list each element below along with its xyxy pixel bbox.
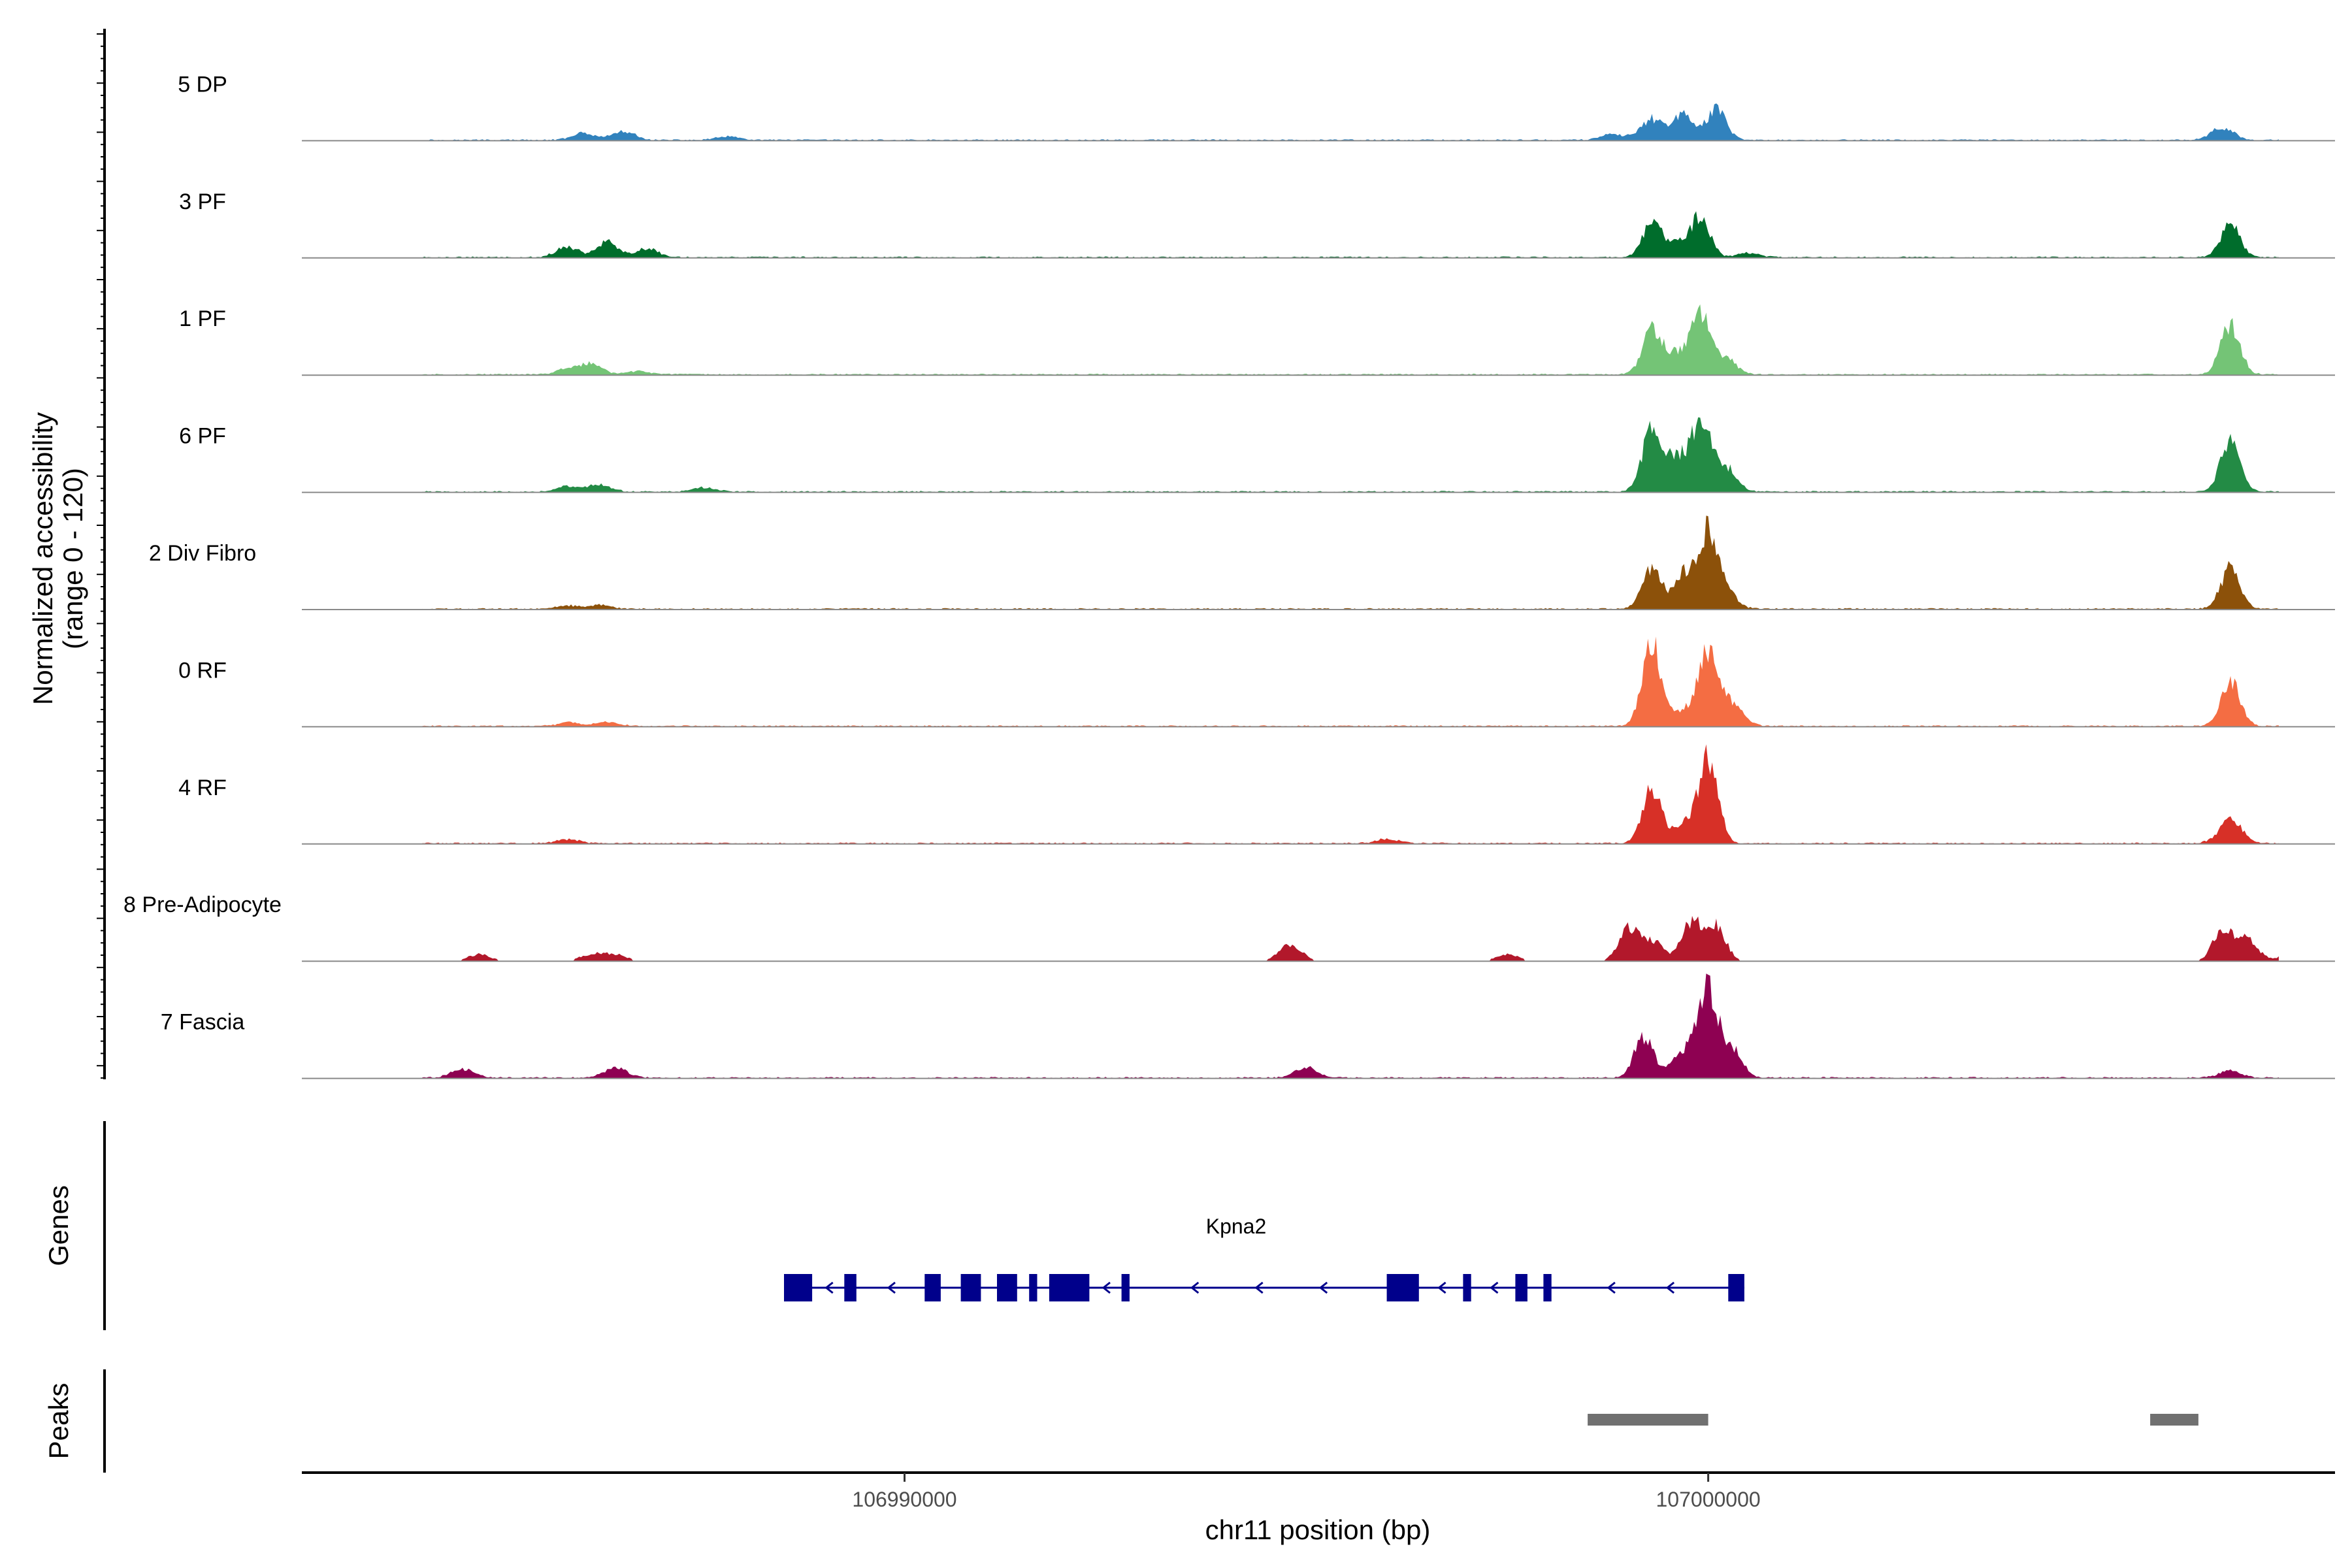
strand-arrow [1190,1281,1200,1294]
gene-exon [924,1274,941,1301]
x-tick-label: 107000000 [1656,1488,1761,1511]
track-3-pf: 3 PF [179,189,2335,259]
gene-name-label: Kpna2 [1206,1215,1267,1238]
track-label: 1 PF [179,306,226,331]
coverage-area [422,915,2279,962]
track-label: 6 PF [179,424,226,449]
gene-exon [1049,1274,1090,1301]
track-8-pre-adipocyte: 8 Pre-Adipocyte [123,892,2335,962]
track-1-pf: 1 PF [179,304,2335,376]
gene-exon [1029,1274,1037,1301]
strand-arrow [1318,1281,1328,1294]
coverage-area [422,211,2279,258]
coverage-tracks: 5 DP 3 PF 1 PF 6 PF 2 Div Fibro 0 RF 4 RF 8 Pre… [123,72,2335,1079]
strand-arrow [887,1281,896,1294]
gene-exon [1386,1274,1419,1301]
x-axis-title: chr11 position (bp) [1205,1514,1431,1545]
gene-exon [1463,1274,1471,1301]
gene-exon [784,1274,813,1301]
track-0-rf: 0 RF [178,636,2335,728]
strand-arrow [1437,1281,1446,1294]
coverage-y-axis [97,29,106,1079]
y-axis-title-line2: (range 0 - 120) [57,468,88,649]
strand-arrow [1254,1281,1264,1294]
peak-region [2150,1414,2198,1426]
gene-exon [1515,1274,1527,1301]
peaks-track-label: Peaks [43,1383,74,1460]
strand-arrow [1490,1281,1499,1294]
track-2-div-fibro: 2 Div Fibro [149,515,2335,610]
track-label: 0 RF [178,658,227,683]
coverage-area [422,103,2279,141]
strand-arrow [825,1281,834,1294]
strand-arrow [1102,1281,1111,1294]
track-label: 5 DP [178,72,227,97]
y-axis-title-line1: Normalized accessibility [27,412,58,705]
x-tick-label: 106990000 [852,1488,956,1511]
peak-regions [1588,1414,2198,1426]
track-7-fascia: 7 Fascia [161,973,2335,1079]
track-label: 3 PF [179,189,226,214]
gene-exon [997,1274,1017,1301]
strand-arrow [1665,1281,1675,1294]
track-label: 4 RF [178,776,227,800]
track-5-dp: 5 DP [178,72,2335,142]
gene-model: Kpna2 [784,1215,1744,1301]
genes-track-label: Genes [43,1185,74,1266]
gene-exon [1543,1274,1552,1301]
gene-exon [1728,1274,1744,1301]
gene-exon [960,1274,981,1301]
x-axis-ticks: 106990000 107000000 [852,1473,1761,1511]
track-label: 8 Pre-Adipocyte [123,892,282,917]
gene-exon [1121,1274,1130,1301]
peak-region [1588,1414,1708,1426]
gene-exon [844,1274,857,1301]
track-4-rf: 4 RF [178,744,2335,845]
track-label: 2 Div Fibro [149,541,256,566]
track-label: 7 Fascia [161,1010,245,1035]
strand-arrow [1607,1281,1616,1294]
track-6-pf: 6 PF [179,417,2335,493]
